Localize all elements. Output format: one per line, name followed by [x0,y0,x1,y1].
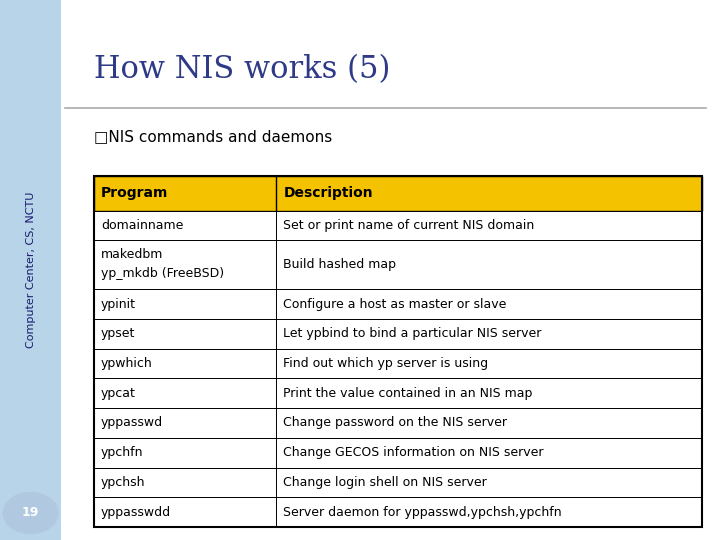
Text: Change GECOS information on NIS server: Change GECOS information on NIS server [284,446,544,459]
FancyBboxPatch shape [94,349,702,379]
Text: How NIS works (5): How NIS works (5) [94,54,390,85]
FancyBboxPatch shape [94,289,702,319]
Text: Set or print name of current NIS domain: Set or print name of current NIS domain [284,219,534,232]
Text: ypchfn: ypchfn [101,446,143,459]
FancyBboxPatch shape [94,408,702,438]
Text: Change password on the NIS server: Change password on the NIS server [284,416,508,429]
Text: 19: 19 [22,507,40,519]
Text: makedbm: makedbm [101,247,163,260]
Text: yppasswd: yppasswd [101,416,163,429]
Text: domainname: domainname [101,219,183,232]
FancyBboxPatch shape [94,468,702,497]
Text: Description: Description [284,186,373,200]
Text: ypwhich: ypwhich [101,357,153,370]
Text: ypcat: ypcat [101,387,135,400]
Circle shape [4,492,58,534]
FancyBboxPatch shape [94,379,702,408]
Text: Build hashed map: Build hashed map [284,258,396,271]
Text: Program: Program [101,186,168,200]
Text: yp_mkdb (FreeBSD): yp_mkdb (FreeBSD) [101,267,224,280]
Text: yppasswdd: yppasswdd [101,505,171,518]
Text: ypinit: ypinit [101,298,136,310]
Text: Let ypbind to bind a particular NIS server: Let ypbind to bind a particular NIS serv… [284,327,541,340]
FancyBboxPatch shape [94,211,702,240]
Text: □NIS commands and daemons: □NIS commands and daemons [94,130,332,145]
FancyBboxPatch shape [0,0,61,540]
Text: Change login shell on NIS server: Change login shell on NIS server [284,476,487,489]
Text: Computer Center, CS, NCTU: Computer Center, CS, NCTU [26,192,35,348]
Text: Find out which yp server is using: Find out which yp server is using [284,357,488,370]
Text: ypchsh: ypchsh [101,476,145,489]
FancyBboxPatch shape [94,240,702,289]
FancyBboxPatch shape [94,319,702,349]
FancyBboxPatch shape [94,438,702,468]
Text: Configure a host as master or slave: Configure a host as master or slave [284,298,507,310]
FancyBboxPatch shape [94,497,702,527]
Text: ypset: ypset [101,327,135,340]
Text: Print the value contained in an NIS map: Print the value contained in an NIS map [284,387,533,400]
FancyBboxPatch shape [94,176,702,211]
Text: Server daemon for yppasswd,ypchsh,ypchfn: Server daemon for yppasswd,ypchsh,ypchfn [284,505,562,518]
